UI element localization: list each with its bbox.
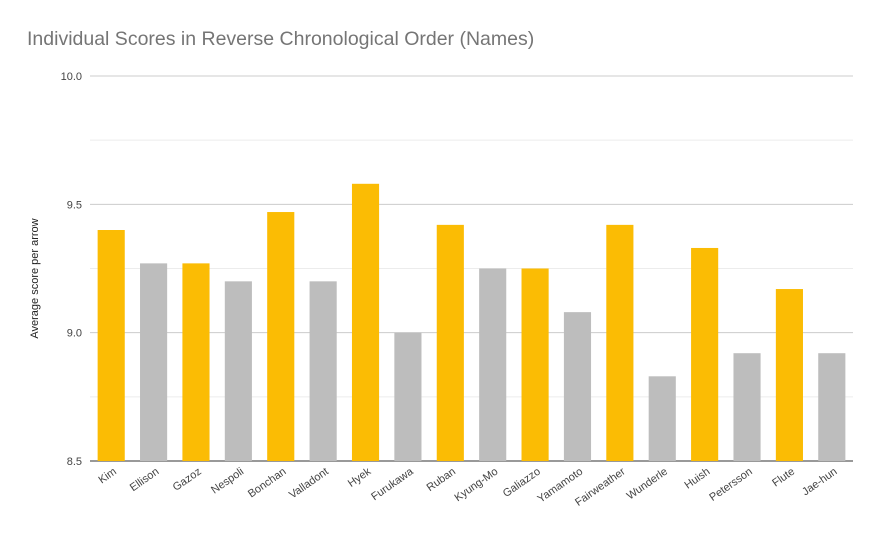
y-tick-label: 10.0 xyxy=(61,71,82,83)
y-axis-ticks: 8.5 9.0 9.5 10.0 xyxy=(61,71,82,468)
bars xyxy=(97,183,846,462)
x-tick-label: Flute xyxy=(770,466,797,490)
bar-furukawa xyxy=(394,332,422,461)
x-tick-label: Ellison xyxy=(128,466,161,494)
x-tick-label: Gazoz xyxy=(171,466,204,494)
bar-nespoli xyxy=(224,281,252,461)
bar-fairweather xyxy=(606,224,634,461)
x-tick-label: Ruban xyxy=(425,466,458,494)
bar-gazoz xyxy=(182,263,210,461)
bar-petersson xyxy=(733,353,761,461)
x-tick-label: Kyung-Mo xyxy=(452,466,500,505)
bar-ruban xyxy=(436,224,464,461)
y-tick-label: 9.5 xyxy=(67,199,82,211)
bar-ellison xyxy=(140,263,168,461)
x-tick-label: Valladont xyxy=(287,466,331,502)
bar-huish xyxy=(691,247,719,461)
x-tick-label: Furukawa xyxy=(369,465,416,503)
bar-hyek xyxy=(351,183,380,462)
bar-jae-hun xyxy=(818,353,846,461)
bar-galiazzo xyxy=(521,268,549,461)
gridlines xyxy=(90,75,853,462)
bar-wunderle xyxy=(648,376,676,461)
y-axis-label: Average score per arrow xyxy=(29,218,41,338)
x-tick-label: Kim xyxy=(97,466,119,487)
chart-title: Individual Scores in Reverse Chronologic… xyxy=(27,28,535,50)
bar-bonchan xyxy=(267,212,295,461)
x-tick-label: Hyek xyxy=(346,465,374,489)
bar-kyung-mo xyxy=(479,268,507,461)
x-tick-label: Jae-hun xyxy=(800,466,839,499)
y-tick-label: 8.5 xyxy=(67,456,82,468)
x-tick-label: Bonchan xyxy=(246,466,288,501)
bar-yamamoto xyxy=(563,312,592,461)
x-tick-label: Wunderle xyxy=(625,466,670,503)
x-tick-label: Huish xyxy=(682,466,712,492)
bar-kim xyxy=(97,230,125,461)
y-tick-label: 9.0 xyxy=(67,328,82,340)
bar-flute xyxy=(775,289,803,461)
x-tick-label: Nespoli xyxy=(209,466,246,497)
x-tick-label: Petersson xyxy=(707,466,754,504)
bar-valladont xyxy=(309,281,337,461)
